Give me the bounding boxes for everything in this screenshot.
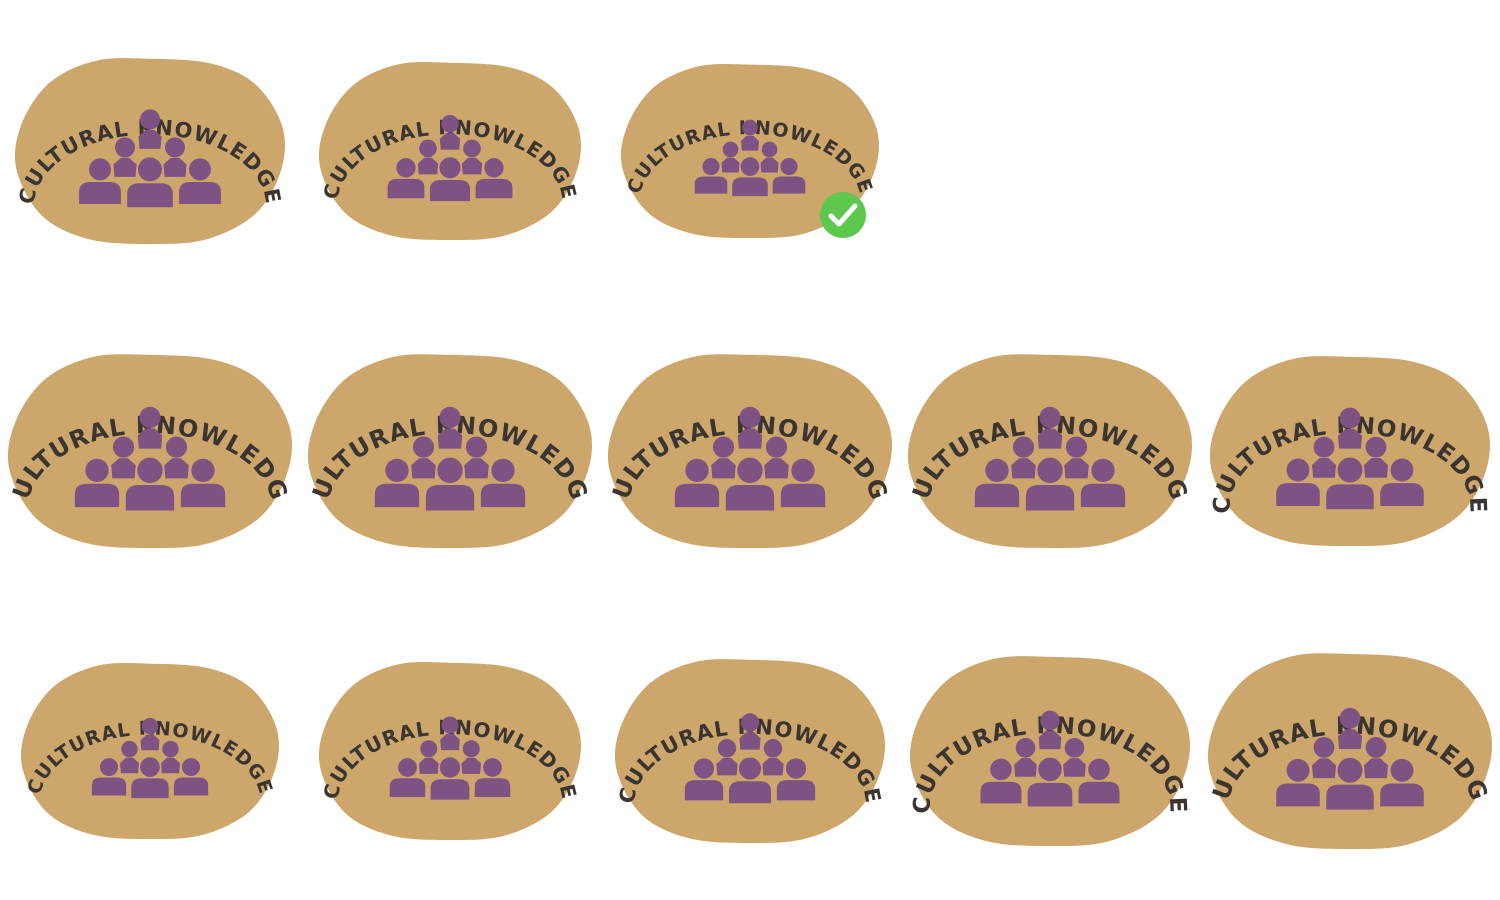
badge-variant-6[interactable]: CULTURAL KNOWLEDGE: [598, 342, 902, 558]
badge-variant-13[interactable]: CULTURAL KNOWLEDGE: [1198, 641, 1500, 859]
badge-variant-3[interactable]: CULTURAL KNOWLEDGE: [611, 52, 889, 248]
badge-graphic: CULTURAL KNOWLEDGE: [605, 647, 895, 853]
badge-graphic: CULTURAL KNOWLEDGE: [900, 644, 1200, 856]
check-circle-icon: [819, 191, 867, 239]
badge-graphic: CULTURAL KNOWLEDGE: [309, 650, 591, 850]
badge-graphic: CULTURAL KNOWLEDGE: [298, 342, 602, 558]
badge-graphic: CULTURAL KNOWLEDGE: [598, 342, 902, 558]
badge-graphic: CULTURAL KNOWLEDGE: [0, 342, 302, 558]
badge-graphic: CULTURAL KNOWLEDGE: [309, 50, 591, 250]
badge-variant-11[interactable]: CULTURAL KNOWLEDGE: [605, 647, 895, 853]
badge-variant-5[interactable]: CULTURAL KNOWLEDGE: [298, 342, 602, 558]
badge-graphic: CULTURAL KNOWLEDGE: [898, 342, 1202, 558]
badge-variant-9[interactable]: CULTURAL KNOWLEDGE: [11, 651, 289, 849]
badge-graphic: CULTURAL KNOWLEDGE: [5, 46, 295, 254]
badge-variant-7[interactable]: CULTURAL KNOWLEDGE: [898, 342, 1202, 558]
badge-variant-12[interactable]: CULTURAL KNOWLEDGE: [900, 644, 1200, 856]
badge-variant-1[interactable]: CULTURAL KNOWLEDGE: [5, 46, 295, 254]
badge-graphic: CULTURAL KNOWLEDGE: [1198, 641, 1500, 859]
badge-variant-8[interactable]: CULTURAL KNOWLEDGE: [1200, 344, 1500, 556]
badge-variant-2[interactable]: CULTURAL KNOWLEDGE: [309, 50, 591, 250]
badge-variant-10[interactable]: CULTURAL KNOWLEDGE: [309, 650, 591, 850]
badge-variant-4[interactable]: CULTURAL KNOWLEDGE: [0, 342, 302, 558]
badge-graphic: CULTURAL KNOWLEDGE: [1200, 344, 1500, 556]
badge-graphic: CULTURAL KNOWLEDGE: [11, 651, 289, 849]
